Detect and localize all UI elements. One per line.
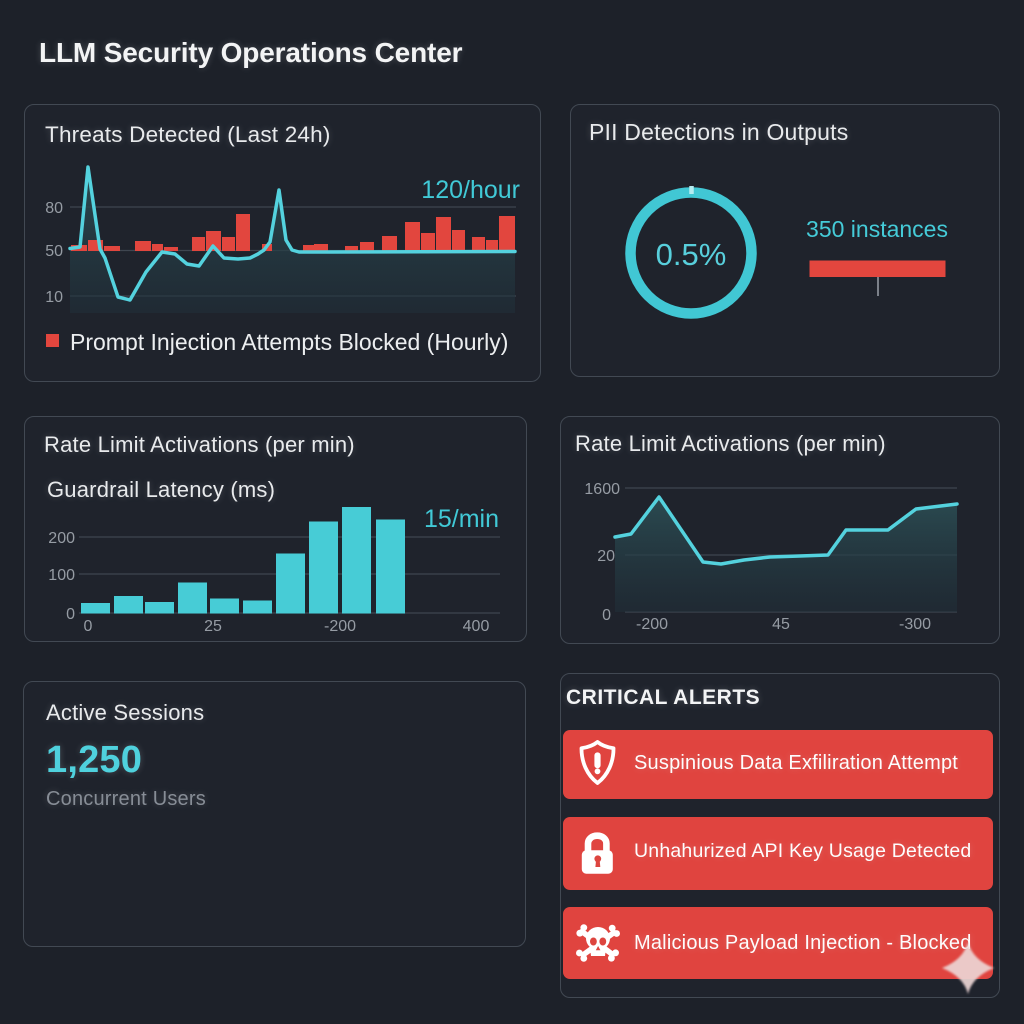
svg-text:200: 200 — [48, 530, 75, 547]
svg-text:Prompt Injection Attempts Bloc: Prompt Injection Attempts Blocked (Hourl… — [70, 329, 508, 355]
svg-text:20: 20 — [597, 548, 615, 565]
svg-text:0: 0 — [602, 607, 611, 624]
svg-text:120/hour: 120/hour — [421, 176, 520, 204]
svg-text:-200: -200 — [324, 618, 356, 635]
svg-text:350 instances: 350 instances — [806, 216, 948, 242]
svg-text:100: 100 — [48, 567, 75, 584]
svg-text:400: 400 — [463, 618, 490, 635]
svg-text:-300: -300 — [899, 616, 931, 633]
svg-text:0.5%: 0.5% — [656, 237, 727, 272]
svg-text:10: 10 — [45, 289, 63, 306]
svg-text:1600: 1600 — [584, 481, 620, 498]
svg-text:15/min: 15/min — [424, 505, 499, 533]
svg-text:50: 50 — [45, 243, 63, 260]
svg-text:0: 0 — [66, 606, 75, 623]
svg-text:80: 80 — [45, 200, 63, 217]
svg-text:-200: -200 — [636, 616, 668, 633]
svg-text:25: 25 — [204, 618, 222, 635]
svg-text:45: 45 — [772, 616, 790, 633]
svg-text:0: 0 — [84, 618, 93, 635]
